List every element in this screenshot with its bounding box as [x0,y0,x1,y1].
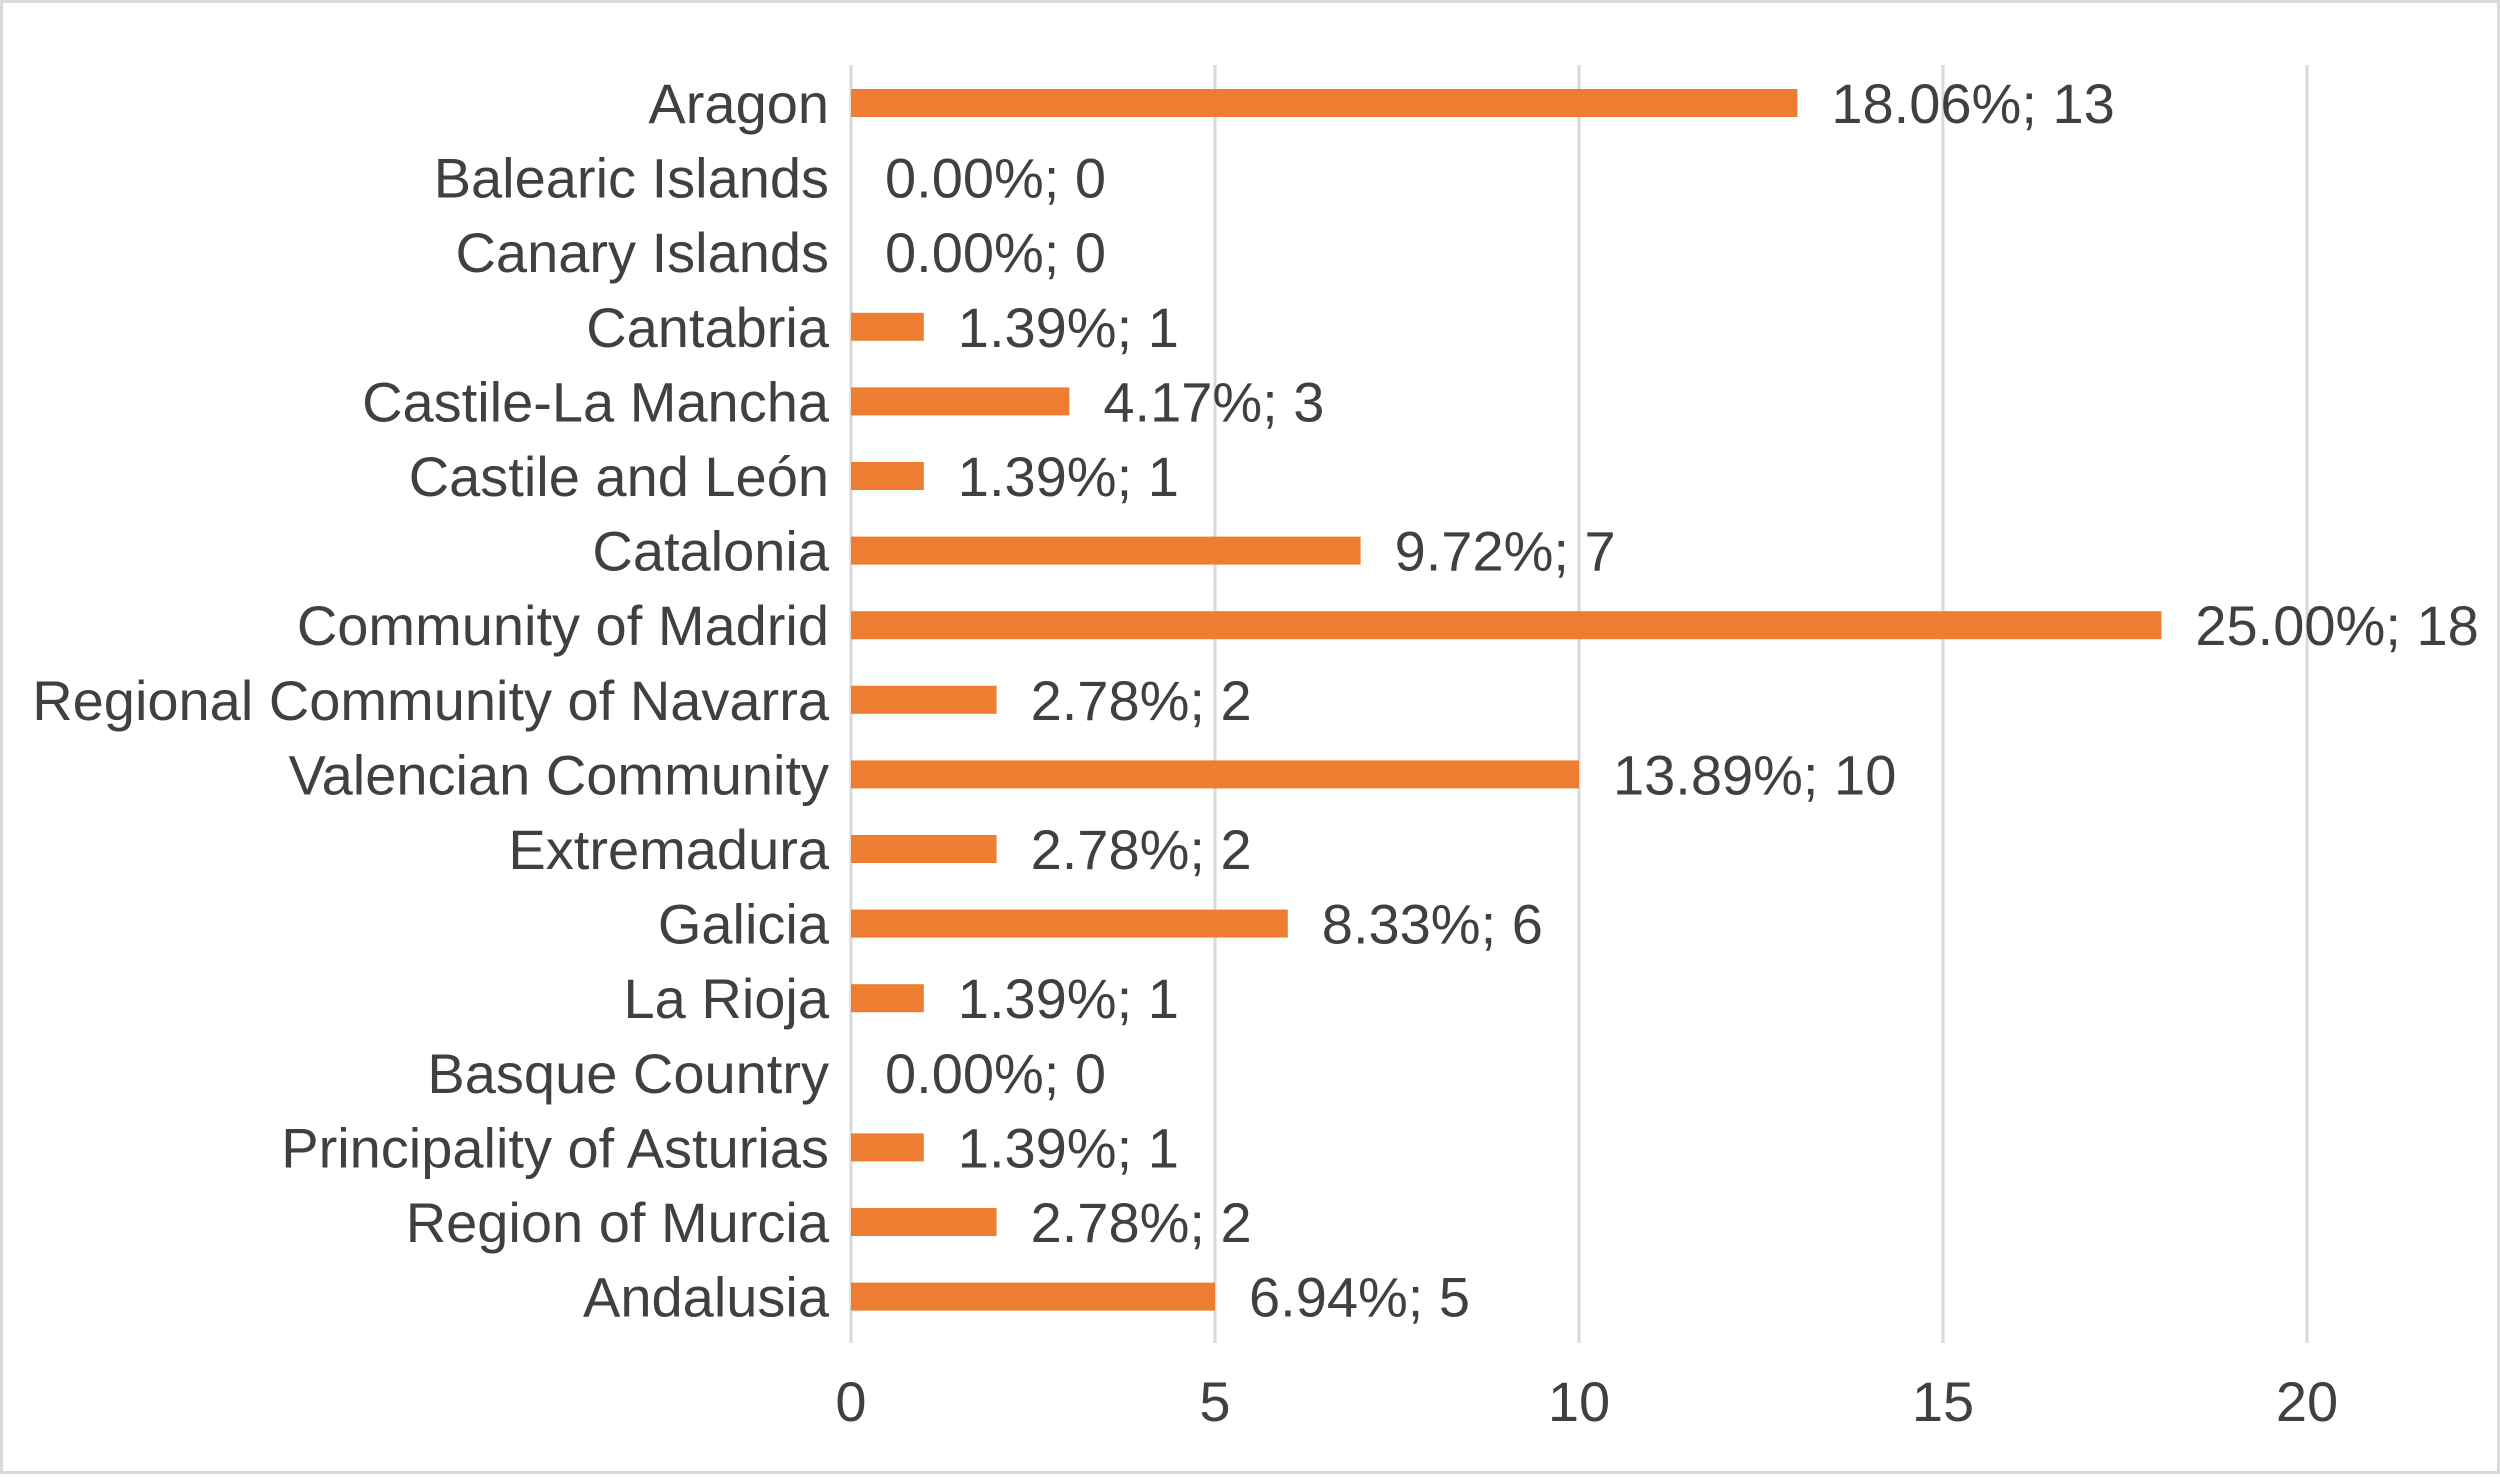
data-labels: 18.06%; 13 0.00%; 0 0.00%; 0 1.39%; 1 4.17%;… [885,72,2479,1329]
data-label: 25.00%; 18 [2195,594,2478,657]
data-label: 18.06%; 13 [1831,72,2114,135]
category-label: La Rioja [624,967,830,1030]
category-label: Cantabria [586,296,830,359]
data-label: 1.39%; 1 [958,445,1179,508]
data-label: 1.39%; 1 [958,1116,1179,1179]
data-label: 4.17%; 3 [1103,370,1324,433]
bar [851,1133,924,1162]
x-tick-label: 10 [1548,1370,1610,1433]
category-label: Balearic Islands [434,147,829,210]
category-label: Castile-La Mancha [362,370,830,433]
bar [851,685,997,714]
bar [851,909,1288,938]
data-label: 6.94%; 5 [1249,1266,1470,1329]
category-label: Regional Community of Navarra [32,669,830,732]
bar [851,1282,1215,1311]
category-label: Castile and León [409,445,829,508]
data-label: 1.39%; 1 [958,967,1179,1030]
bar [851,312,924,341]
category-label: Catalonia [592,520,829,583]
bars [851,89,2162,1311]
data-label: 2.78%; 2 [1031,669,1252,732]
x-tick-label: 0 [835,1370,866,1433]
category-label: Aragon [648,72,829,135]
data-label: 1.39%; 1 [958,296,1179,359]
gridlines [849,65,2309,1343]
x-tick-label: 20 [2276,1370,2338,1433]
category-label: Andalusia [583,1266,830,1329]
category-label: Galicia [658,893,830,956]
bar [851,462,924,490]
data-label: 0.00%; 0 [885,147,1106,210]
category-label: Extremadura [508,818,829,881]
data-label: 2.78%; 2 [1031,818,1252,881]
bar [851,760,1579,789]
category-label: Basque Country [427,1042,829,1105]
data-label: 0.00%; 0 [885,1042,1106,1105]
x-tick-label: 5 [1199,1370,1230,1433]
bar [851,984,924,1013]
category-label: Canary Islands [455,221,829,284]
bar [851,1208,997,1236]
x-axis-ticks: 0 5 10 15 20 [835,1370,2338,1433]
category-label: Valencian Community [288,743,829,806]
bar [851,835,997,863]
data-label: 2.78%; 2 [1031,1191,1252,1254]
bar-chart: Aragon Balearic Islands Canary Islands Cant… [32,65,2479,1433]
x-tick-label: 15 [1912,1370,1974,1433]
bar [851,536,1361,565]
data-label: 9.72%; 7 [1395,520,1616,583]
data-label: 8.33%; 6 [1322,893,1543,956]
data-label: 13.89%; 10 [1613,743,1896,806]
category-label: Region of Murcia [406,1191,830,1254]
bar [851,387,1070,416]
category-label: Community of Madrid [297,594,829,657]
data-label: 0.00%; 0 [885,221,1106,284]
bar [851,89,1798,117]
category-label: Principality of Asturias [281,1116,829,1179]
category-labels: Aragon Balearic Islands Canary Islands Cant… [32,72,830,1329]
bar [851,611,2162,640]
